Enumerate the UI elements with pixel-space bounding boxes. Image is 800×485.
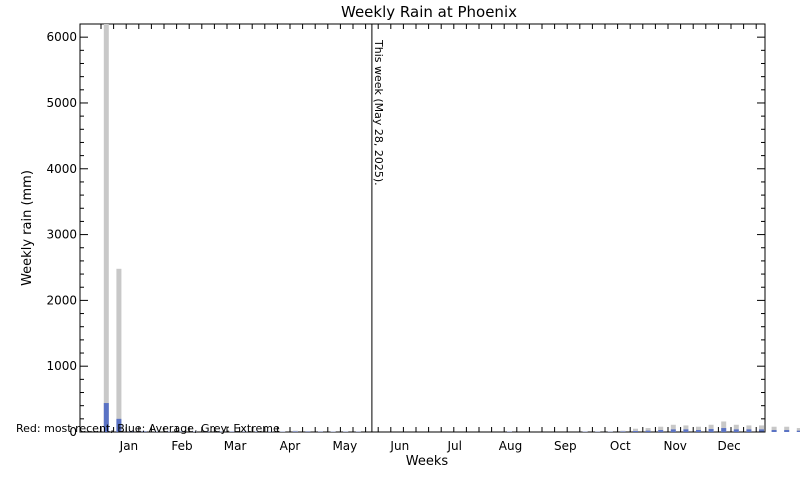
average-bar	[620, 431, 625, 432]
this-week-label: This week (May 28, 2025).	[372, 39, 385, 186]
x-axis: Jan Feb Mar Apr May Jun Jul Aug Sep Oct Nov Dec	[101, 24, 756, 453]
average-bar	[293, 431, 298, 432]
plot-frame	[80, 24, 765, 432]
chart-title: Weekly Rain at Phoenix	[341, 3, 517, 21]
x-axis-label: Weeks	[406, 454, 449, 469]
average-bar	[683, 429, 688, 432]
y-tick-label: 6000	[46, 30, 77, 44]
average-bar	[746, 429, 751, 432]
month-label: Feb	[171, 439, 192, 453]
month-label: Dec	[718, 439, 741, 453]
month-label: Oct	[610, 439, 631, 453]
month-label: Nov	[663, 439, 686, 453]
average-bar	[709, 429, 714, 432]
y-axis-label: Weekly rain (mm)	[20, 170, 35, 286]
average-bar	[633, 431, 638, 432]
month-label: Aug	[499, 439, 522, 453]
y-tick-label: 5000	[46, 96, 77, 110]
month-label: Jan	[119, 439, 139, 453]
average-bar	[658, 430, 663, 432]
y-tick-label: 2000	[46, 293, 77, 307]
month-label: Mar	[224, 439, 247, 453]
extreme-bar	[116, 269, 121, 432]
average-bar	[696, 430, 701, 432]
bars-group	[104, 24, 800, 432]
average-bar	[671, 429, 676, 432]
average-bar	[646, 431, 651, 432]
average-bar	[784, 430, 789, 432]
y-tick-label: 3000	[46, 228, 77, 242]
average-bar	[721, 428, 726, 432]
month-label: May	[332, 439, 357, 453]
month-label: Apr	[280, 439, 301, 453]
legend-note: Red: most recent, Blue: Average, Grey: E…	[16, 422, 280, 435]
month-label: Jul	[447, 439, 462, 453]
month-label: Jun	[389, 439, 409, 453]
y-tick-label: 1000	[46, 359, 77, 373]
extreme-bar	[104, 24, 109, 432]
y-tick-label: 4000	[46, 162, 77, 176]
month-label: Sep	[554, 439, 577, 453]
average-bar	[734, 429, 739, 432]
average-bar	[772, 430, 777, 432]
